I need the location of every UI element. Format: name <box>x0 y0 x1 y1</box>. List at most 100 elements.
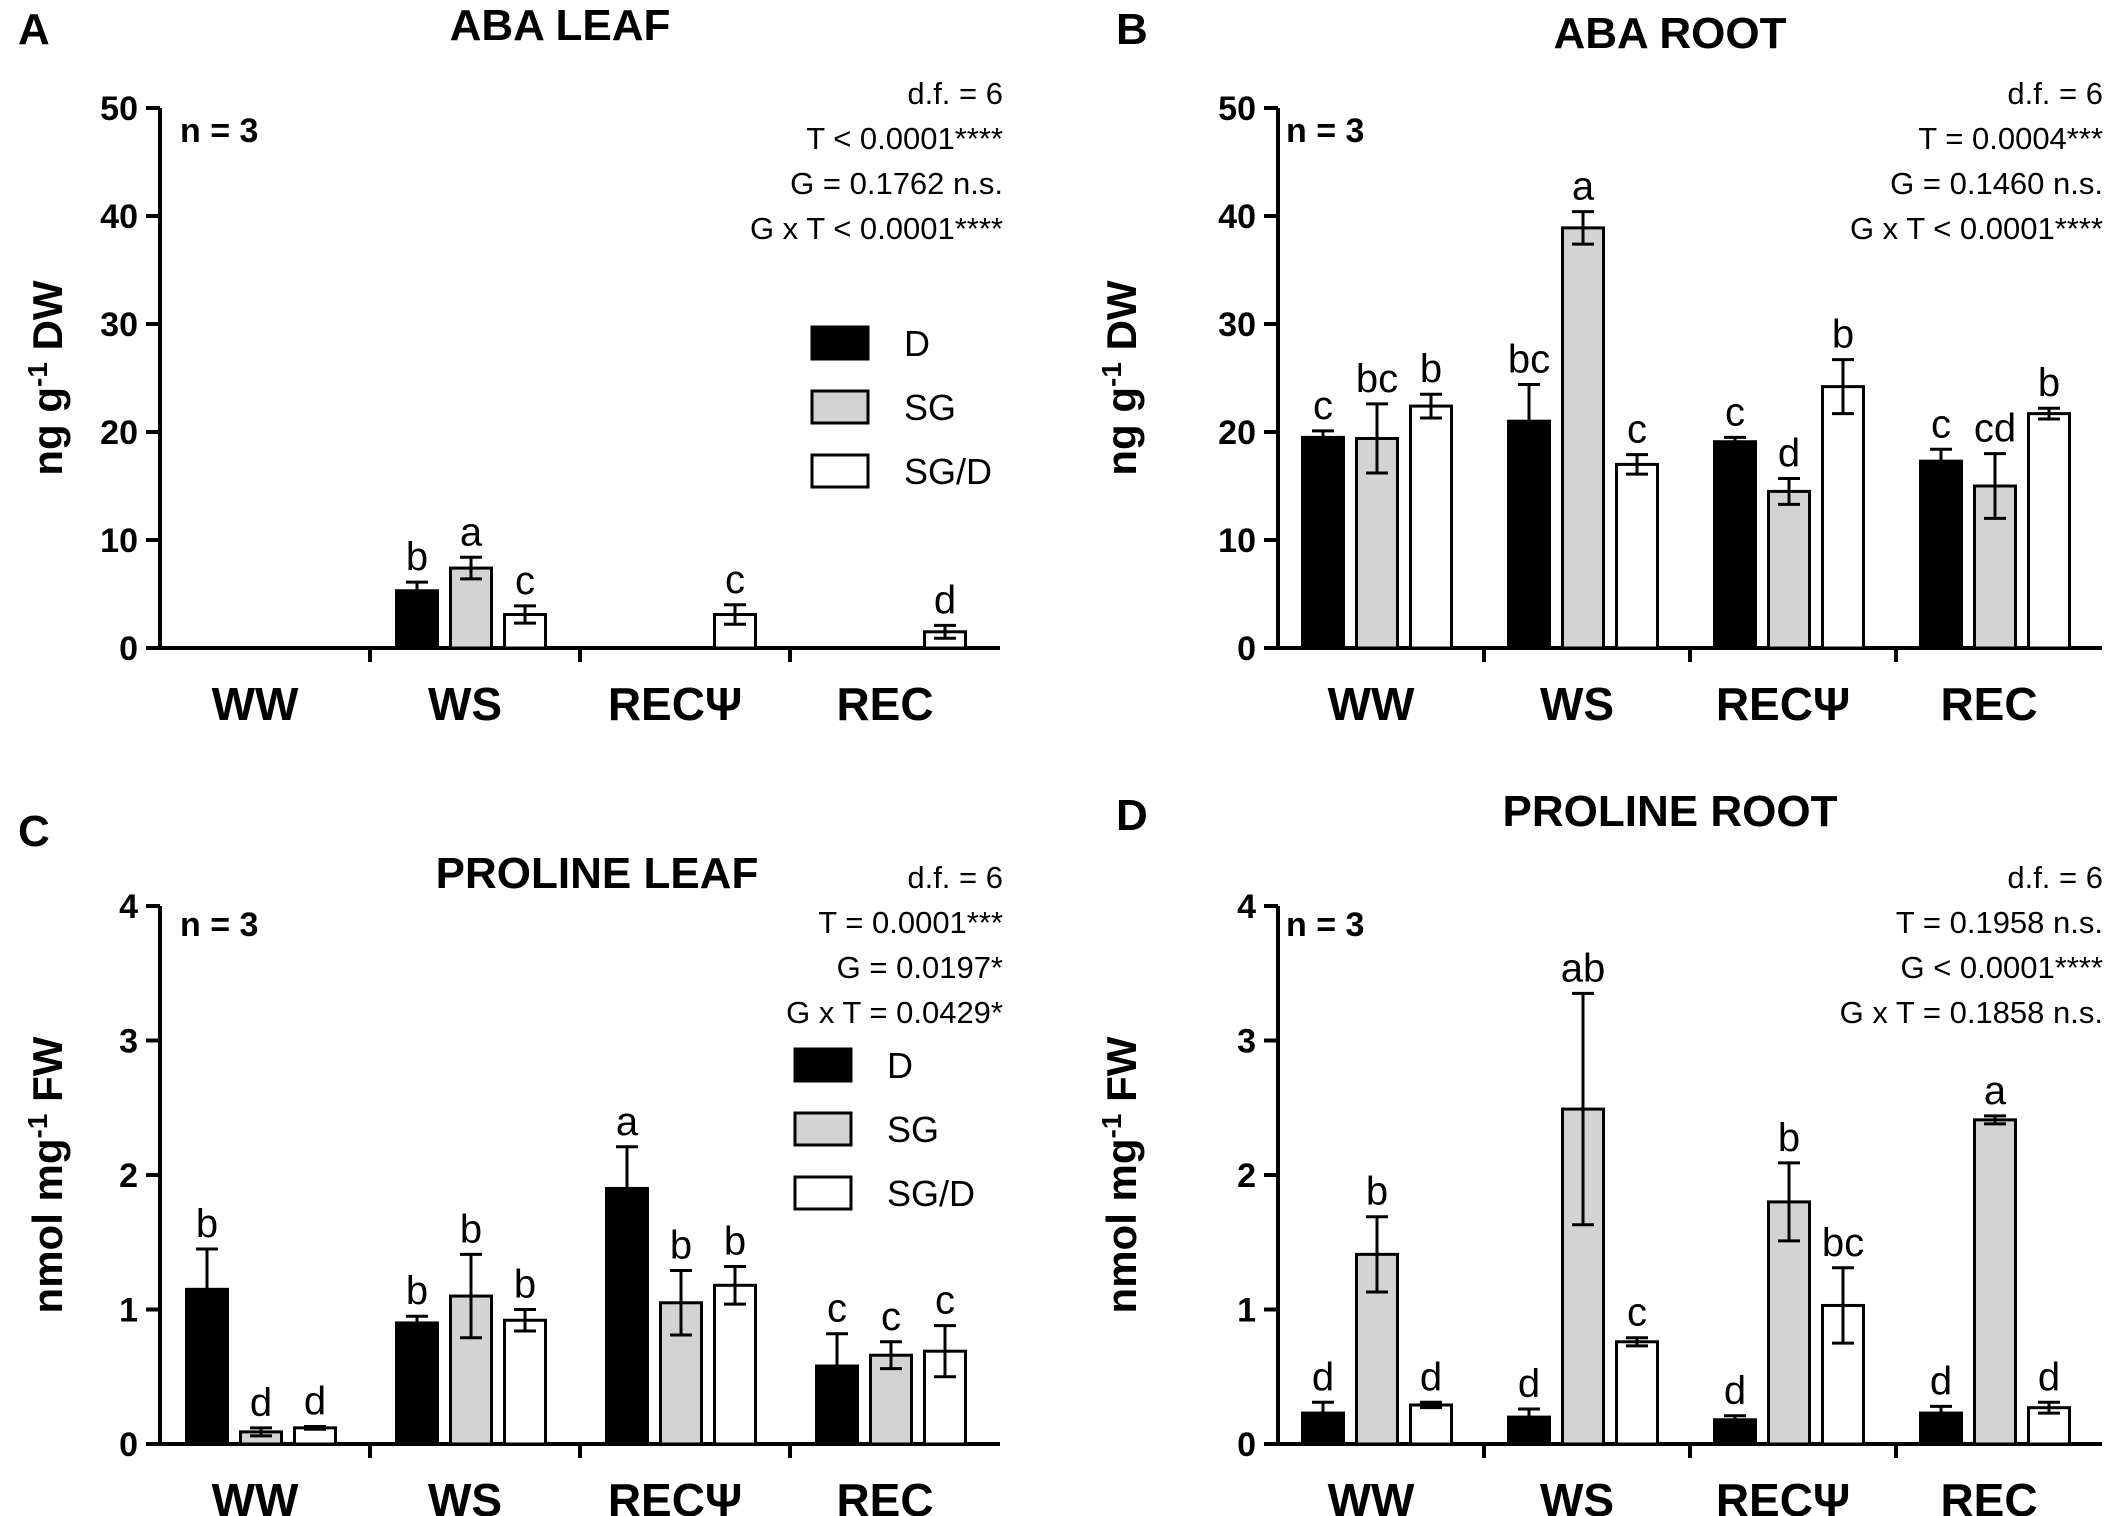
x-category-label: WW <box>1328 678 1415 730</box>
y-tick-label: 10 <box>100 522 138 560</box>
y-axis-label-unit: FW <box>24 1036 71 1113</box>
y-tick-label: 0 <box>119 1426 138 1464</box>
legend-swatch-sg-bar <box>810 389 870 425</box>
y-tick-label: 0 <box>119 630 138 668</box>
legend: D SG SG/D <box>810 323 992 492</box>
sg-bar <box>1561 226 1605 650</box>
statistics-line: G x T < 0.0001**** <box>750 211 1003 246</box>
y-axis-label-exponent: -1 <box>22 1114 53 1139</box>
significance-letter: ab <box>1561 946 1606 990</box>
legend-label: SG/D <box>887 1173 975 1214</box>
x-category-label: RECΨ <box>608 1474 742 1516</box>
y-tick-label: 2 <box>119 1157 138 1195</box>
x-category-label: WW <box>212 678 299 730</box>
x-category-label: WS <box>1540 1474 1614 1516</box>
x-category-label: WW <box>1328 1474 1415 1516</box>
statistics-line: d.f. = 6 <box>907 76 1003 111</box>
significance-letter: b <box>406 535 428 579</box>
panel-a: A ABA LEAF ng g-1 DW 0 10 20 30 40 50 WW WS b a c RECΨ… <box>0 0 1064 758</box>
statistics-line: G x T = 0.1858 n.s. <box>1840 995 2103 1030</box>
significance-letter: d <box>1930 1359 1952 1403</box>
legend-swatch-sg-bar <box>793 1111 853 1147</box>
statistics-line: G x T = 0.0429* <box>786 995 1003 1030</box>
panel-letter: D <box>1116 791 1148 840</box>
significance-letter: d <box>250 1381 272 1425</box>
y-axis-label-text: ng g <box>24 387 71 476</box>
legend-swatch-sgd-bar <box>793 1175 853 1211</box>
d-bar <box>1301 435 1345 650</box>
panel-letter: B <box>1116 5 1148 54</box>
significance-letter: d <box>1518 1362 1540 1406</box>
legend-label: SG <box>904 387 956 428</box>
y-axis-label-unit: DW <box>1098 280 1145 362</box>
panel-c: C PROLINE LEAF nmol mg-1 FW 0 1 2 3 4 WW b d d WS b b b… <box>0 758 1064 1516</box>
y-tick-label: 3 <box>1237 1023 1256 1061</box>
legend: D SG SG/D <box>793 1045 975 1214</box>
significance-letter: b <box>196 1202 218 1246</box>
x-category-label: WW <box>212 1474 299 1516</box>
significance-letter: a <box>1572 165 1595 209</box>
y-axis-label: nmol mg-1 FW <box>22 1036 72 1313</box>
statistics-line: G = 0.1762 n.s. <box>790 166 1003 201</box>
significance-letter: c <box>935 1279 955 1323</box>
significance-letter: bc <box>1508 337 1550 381</box>
legend-label: D <box>904 323 930 364</box>
significance-letter: c <box>1931 402 1951 446</box>
sgd-bar <box>1615 1340 1659 1446</box>
statistics-line: T = 0.1958 n.s. <box>1896 905 2103 940</box>
significance-letter: c <box>1627 1291 1647 1335</box>
y-axis-label-text: nmol mg <box>1098 1138 1145 1313</box>
y-axis-label: ng g-1 DW <box>22 280 72 476</box>
significance-letter: d <box>1724 1369 1746 1413</box>
significance-letter: c <box>515 559 535 603</box>
panel-b: B ABA ROOT ng g-1 DW 0 10 20 30 40 50 WW c bc b WS bc a… <box>1064 0 2128 758</box>
sgd-bar <box>1821 385 1865 650</box>
sg-bar <box>1767 489 1811 650</box>
significance-letter: b <box>1778 1116 1800 1160</box>
significance-letter: c <box>1725 390 1745 434</box>
y-tick-label: 4 <box>1237 888 1256 926</box>
sample-size-label: n = 3 <box>1286 112 1364 150</box>
statistics-line: T < 0.0001**** <box>806 121 1003 156</box>
significance-letter: c <box>1627 408 1647 452</box>
significance-letter: b <box>1832 313 1854 357</box>
sgd-bar <box>713 613 757 650</box>
y-tick-label: 50 <box>1218 90 1256 128</box>
y-tick-label: 50 <box>100 90 138 128</box>
significance-letter: b <box>406 1269 428 1313</box>
x-category-label: RECΨ <box>1716 1474 1850 1516</box>
panel-letter: A <box>18 5 50 54</box>
y-tick-label: 40 <box>1218 198 1256 236</box>
y-tick-label: 1 <box>1237 1292 1256 1330</box>
sgd-bar <box>1615 462 1659 650</box>
significance-letter: c <box>827 1287 847 1331</box>
sg-bar <box>1973 484 2017 650</box>
significance-letter: bc <box>1822 1221 1864 1265</box>
statistics-line: d.f. = 6 <box>2007 860 2103 895</box>
statistics-line: G x T < 0.0001**** <box>1850 211 2103 246</box>
significance-letter: b <box>460 1207 482 1251</box>
d-bar <box>1713 440 1757 650</box>
y-tick-label: 20 <box>1218 414 1256 452</box>
chart-title: ABA LEAF <box>450 1 671 50</box>
y-tick-label: 2 <box>1237 1157 1256 1195</box>
significance-letter: d <box>1312 1355 1334 1399</box>
significance-letter: b <box>1420 347 1442 391</box>
significance-letter: b <box>724 1219 746 1263</box>
legend-label: D <box>887 1045 913 1086</box>
x-category-label: REC <box>836 678 933 730</box>
y-axis-label: ng g-1 DW <box>1096 280 1146 476</box>
legend-label: SG <box>887 1109 939 1150</box>
sgd-bar <box>1409 1403 1453 1446</box>
statistics-line: d.f. = 6 <box>2007 76 2103 111</box>
x-category-label: REC <box>836 1474 933 1516</box>
sample-size-label: n = 3 <box>180 112 258 150</box>
sgd-bar <box>2027 412 2071 650</box>
d-bar <box>605 1186 649 1446</box>
y-tick-label: 4 <box>119 888 138 926</box>
y-axis-label: nmol mg-1 FW <box>1096 1036 1146 1313</box>
x-category-label: RECΨ <box>608 678 742 730</box>
significance-letter: c <box>725 558 745 602</box>
